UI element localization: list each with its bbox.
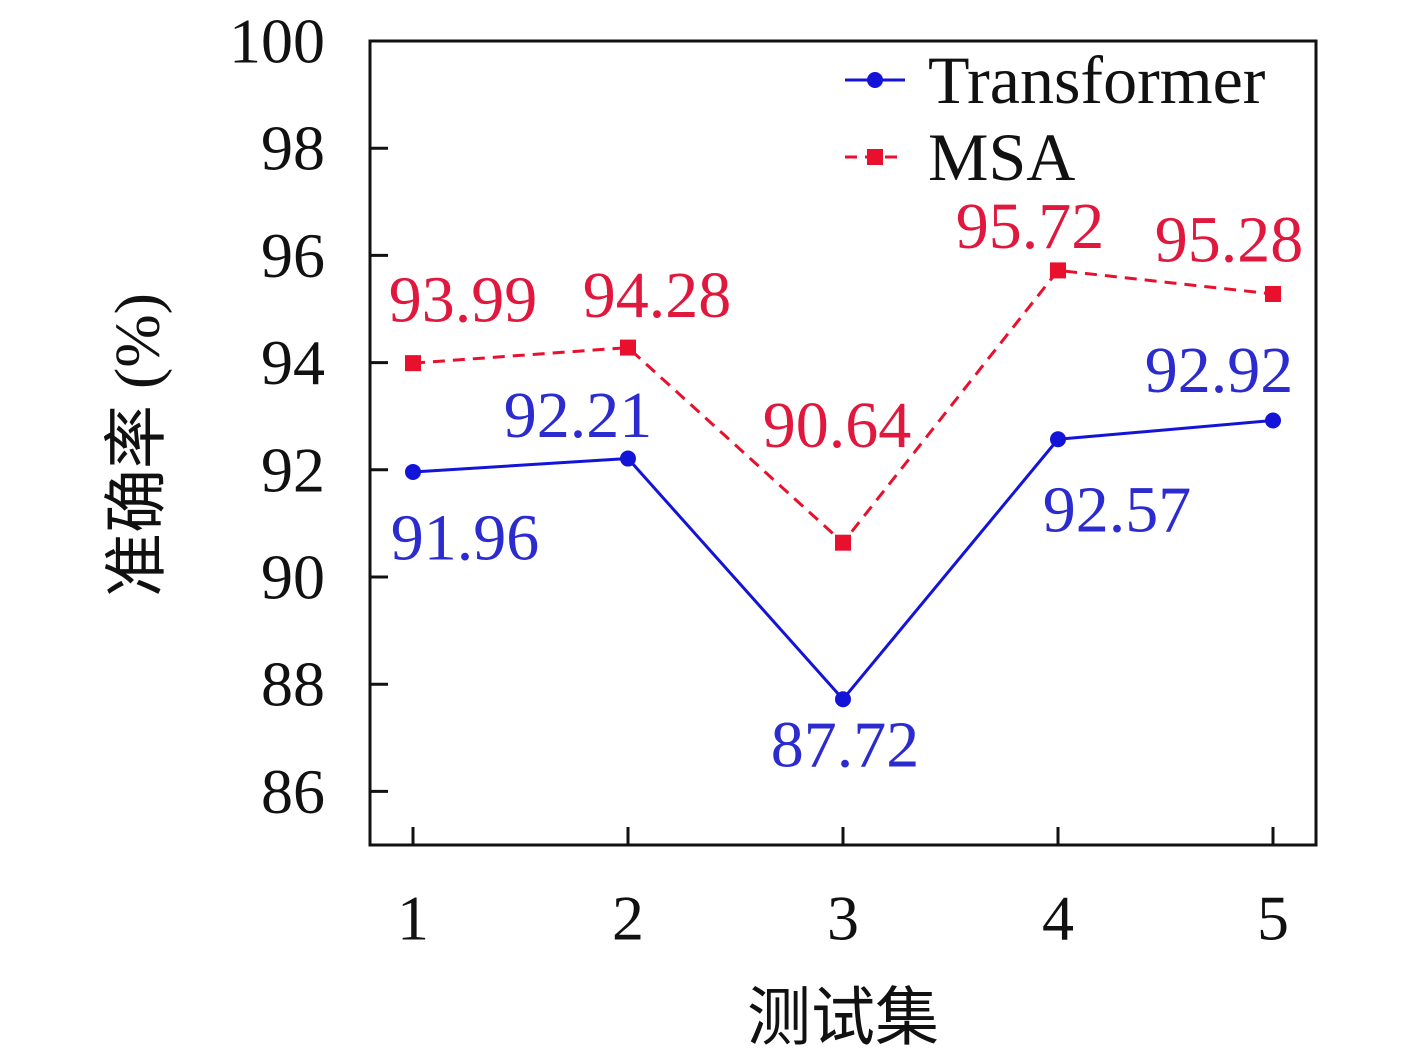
data-label: 95.72 (956, 190, 1105, 263)
data-point (835, 691, 851, 708)
x-axis-label: 测试集 (747, 983, 939, 1054)
x-tick-label: 5 (1257, 883, 1289, 954)
legend-marker (867, 72, 883, 88)
data-point (835, 534, 851, 551)
y-tick-label: 98 (261, 113, 325, 184)
y-tick-label: 100 (229, 6, 325, 77)
data-label: 93.99 (389, 264, 538, 337)
data-point (1050, 431, 1066, 448)
y-tick-label: 86 (261, 756, 325, 827)
data-point (620, 450, 636, 467)
data-point (1265, 412, 1281, 429)
x-tick-label: 3 (827, 883, 859, 954)
y-tick-label: 88 (261, 649, 325, 720)
series-line-transformer (412, 418, 1274, 701)
data-label: 87.72 (771, 709, 920, 782)
series-layer (405, 262, 1281, 708)
axis-ticks (370, 39, 1275, 845)
data-label: 92.21 (504, 379, 653, 452)
legend-marker (867, 149, 883, 165)
data-point (620, 339, 636, 356)
data-label: 92.92 (1145, 334, 1294, 407)
y-tick-label: 92 (261, 434, 325, 505)
data-point (1265, 285, 1281, 302)
data-point (1050, 262, 1066, 279)
y-tick-label: 96 (261, 220, 325, 291)
y-tick-label: 90 (261, 542, 325, 613)
data-label: 95.28 (1155, 203, 1304, 276)
x-tick-label: 2 (612, 883, 644, 954)
legend-label: Transformer (928, 42, 1266, 118)
axis-tick-labels: 86 88 90 92 94 96 98 100 1 2 3 4 5 (229, 6, 1289, 954)
data-point (405, 355, 421, 372)
y-axis-label: 准确率 (%) (102, 293, 173, 597)
data-labels: 91.96 92.21 87.72 92.57 92.92 93.99 94.28 90.64… (389, 190, 1304, 782)
data-label: 94.28 (583, 259, 732, 332)
x-tick-label: 4 (1042, 883, 1074, 954)
legend-label: MSA (928, 119, 1075, 195)
data-label: 92.57 (1043, 474, 1192, 547)
y-tick-label: 94 (261, 327, 325, 398)
data-point (405, 463, 421, 480)
data-label: 91.96 (391, 501, 540, 574)
x-tick-label: 1 (397, 883, 429, 954)
data-label: 90.64 (763, 389, 912, 462)
